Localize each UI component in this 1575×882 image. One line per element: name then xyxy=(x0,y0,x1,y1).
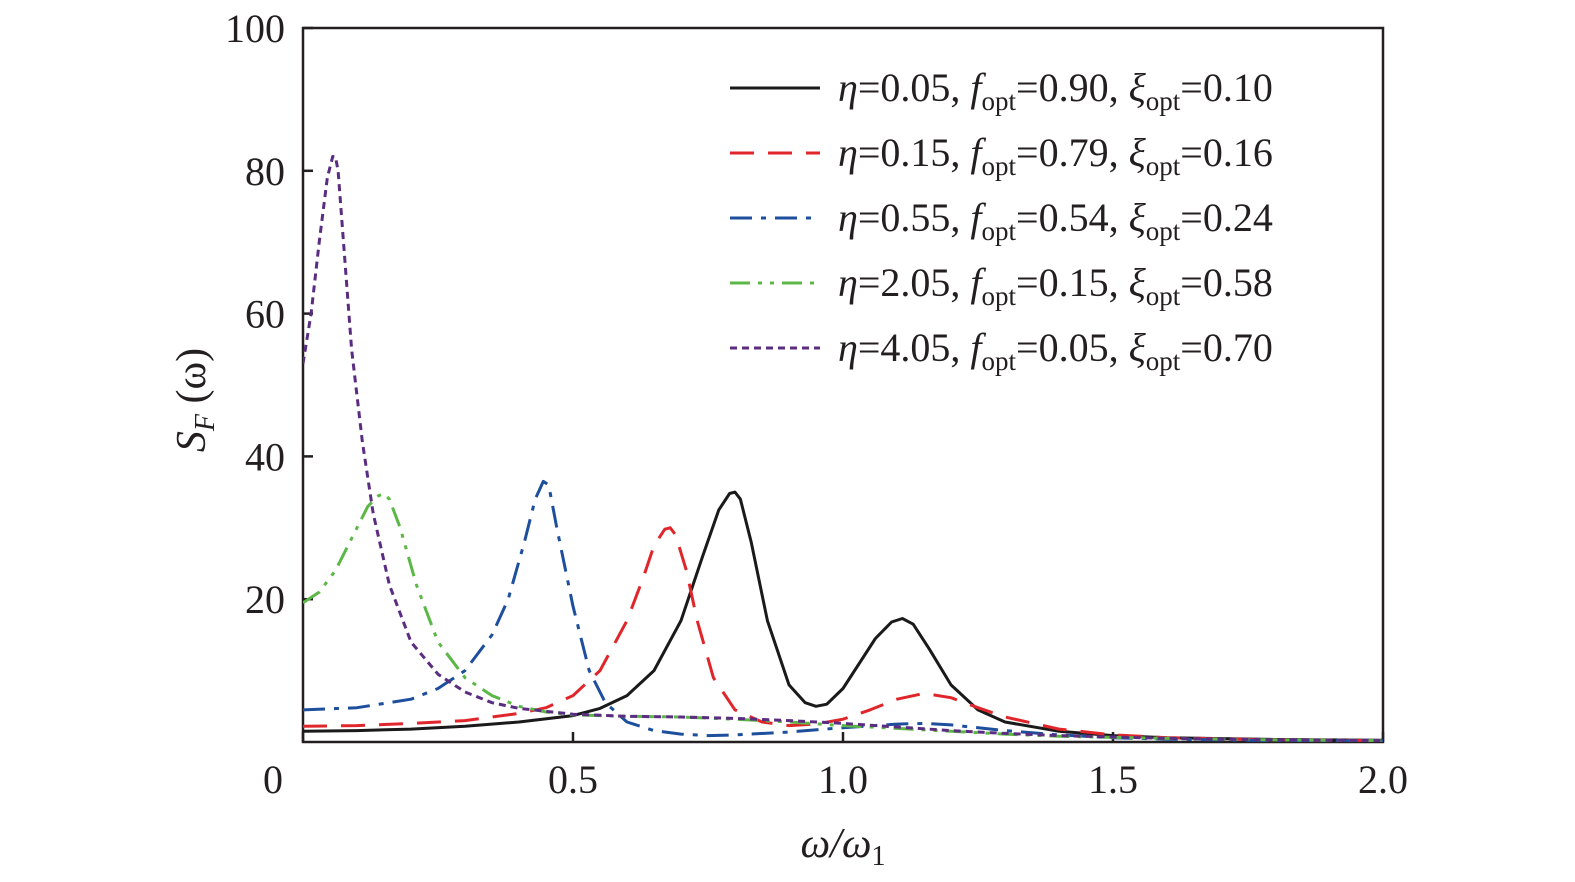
x-axis-title: ω/ω1 xyxy=(801,821,886,872)
y-tick-label: 60 xyxy=(245,292,285,337)
x-tick-label: 1.5 xyxy=(1088,757,1138,802)
y-tick-label: 100 xyxy=(225,6,285,51)
y-tick-label: 20 xyxy=(245,577,285,622)
series-line-1 xyxy=(303,490,1383,742)
tick-labels: 0 0.5 1.0 1.5 2.0 20 40 60 80 100 xyxy=(225,6,1408,802)
series-line-2 xyxy=(303,526,1383,742)
series-line-3 xyxy=(303,479,1383,742)
series-line-5 xyxy=(303,155,1383,742)
x-tick-label: 0 xyxy=(263,757,283,802)
y-tick-label: 80 xyxy=(245,149,285,194)
series-line-4 xyxy=(303,492,1383,742)
y-axis-title: SF (ω) xyxy=(169,348,221,452)
legend-entry-1: η=0.05, fopt=0.90, ξopt=0.10 xyxy=(838,65,1273,116)
legend-entry-5: η=4.05, fopt=0.05, ξopt=0.70 xyxy=(838,325,1273,376)
legend-entry-4: η=2.05, fopt=0.15, ξopt=0.58 xyxy=(838,260,1273,311)
legend-entry-3: η=0.55, fopt=0.54, ξopt=0.24 xyxy=(838,195,1273,246)
x-tick-label: 0.5 xyxy=(548,757,598,802)
legend-entry-2: η=0.15, fopt=0.79, ξopt=0.16 xyxy=(838,130,1273,181)
series-lines xyxy=(303,155,1383,742)
x-tick-label: 2.0 xyxy=(1358,757,1408,802)
y-axis-title-tail: (ω) xyxy=(169,348,215,414)
legend: η=0.05, fopt=0.90, ξopt=0.10 η=0.15, fopt… xyxy=(730,65,1273,376)
y-tick-label: 40 xyxy=(245,434,285,479)
x-tick-label: 1.0 xyxy=(818,757,868,802)
